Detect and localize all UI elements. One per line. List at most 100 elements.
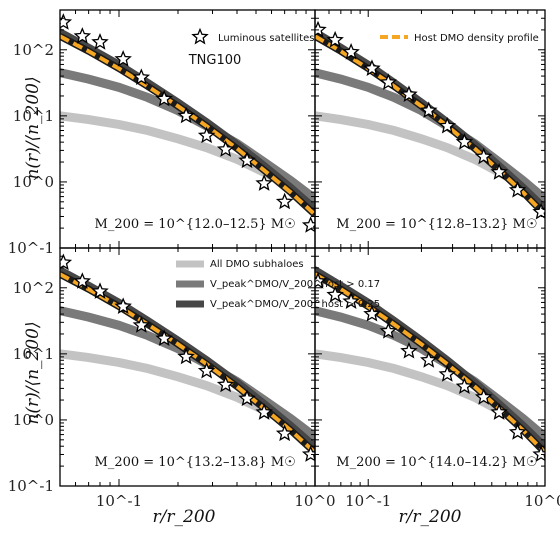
star-point xyxy=(532,445,545,462)
star-point xyxy=(342,292,360,309)
y-tick-label: 10^0 xyxy=(13,411,54,429)
y-tick-label: 10^1 xyxy=(13,107,54,125)
star-point xyxy=(275,424,294,442)
star-point xyxy=(420,101,438,119)
star-point xyxy=(216,375,235,393)
panel-ticks xyxy=(314,9,546,249)
panel-1: M_200 = 10^{12.0–12.5} M☉ 10^-1 10^0 10^1 10… xyxy=(8,9,316,257)
y-tick-label: 10^-1 xyxy=(8,239,54,257)
star-points xyxy=(60,13,315,233)
panel-ticks xyxy=(314,247,546,487)
star-point xyxy=(73,272,92,289)
x-tick-label: 10^-1 xyxy=(345,492,391,510)
star-point xyxy=(490,403,508,420)
tng100-label: TNG100 xyxy=(188,53,242,68)
legend-star-marker xyxy=(191,27,209,45)
curve-host-profile xyxy=(60,34,315,217)
panel-ticks xyxy=(59,247,316,487)
legend-label-025: V_peak^DMO/V_200^host > 0.25 xyxy=(210,299,380,310)
x-tick-label: 10^-1 xyxy=(96,492,142,510)
curve-host-profile xyxy=(315,272,545,455)
star-point xyxy=(326,30,344,48)
star-point xyxy=(155,89,173,107)
star-point xyxy=(400,341,418,359)
panel-4: M_200 = 10^{14.0–14.2} M☉ 10^-1 10^0 xyxy=(314,247,560,510)
panel-grid: M_200 = 10^{12.0–12.5} M☉ 10^-1 10^0 10^1 10… xyxy=(8,9,560,510)
star-point xyxy=(363,59,381,76)
star-point xyxy=(363,304,381,322)
star-point xyxy=(474,147,493,165)
curve-all-subhaloes xyxy=(60,349,315,442)
legend-luminous-satellites: Luminous satellites xyxy=(191,27,314,45)
legend-host-profile: Host DMO density profile xyxy=(380,33,539,44)
star-point xyxy=(438,116,457,134)
star-point xyxy=(508,423,527,440)
star-point xyxy=(301,445,315,462)
mass-range-label: M_200 = 10^{14.0–14.2} M☉ xyxy=(336,455,537,470)
star-points xyxy=(315,20,545,220)
star-point xyxy=(420,351,438,368)
star-point xyxy=(132,68,151,85)
curve-all-subhaloes xyxy=(315,349,545,442)
legend-label-host-profile: Host DMO density profile xyxy=(414,33,539,44)
star-point xyxy=(315,20,327,38)
x-axis-label-left: r/r_200 xyxy=(153,507,216,527)
panel-curves xyxy=(60,28,315,218)
y-tick-label: 10^0 xyxy=(13,173,54,191)
star-point xyxy=(216,140,235,157)
star-point xyxy=(60,13,73,30)
star-point xyxy=(275,192,294,210)
star-point xyxy=(379,322,398,339)
panel-curves xyxy=(315,266,545,456)
panel-frame xyxy=(314,9,546,249)
panel-labels: TNG100 xyxy=(188,53,242,68)
x-tick-label: 10^0 xyxy=(524,492,560,510)
legend-subhaloes: All DMO subhaloes V_peak^DMO/V_200^host … xyxy=(176,259,380,310)
legend-label-017: V_peak^DMO/V_200^host > 0.17 xyxy=(210,279,380,290)
mass-range-label: M_200 = 10^{12.8–13.2} M☉ xyxy=(336,217,537,232)
star-point xyxy=(155,329,173,347)
star-points xyxy=(60,253,315,462)
star-point xyxy=(60,253,73,271)
star-point xyxy=(508,180,527,198)
legend-label-all: All DMO subhaloes xyxy=(210,259,304,270)
y-tick-label: 10^1 xyxy=(13,345,54,363)
panel-2: M_200 = 10^{12.8–13.2} M☉ xyxy=(314,9,546,249)
legend-label-luminous-satellites: Luminous satellites xyxy=(218,33,314,44)
mass-range-label: M_200 = 10^{12.0–12.5} M☉ xyxy=(95,217,296,232)
mass-range-label: M_200 = 10^{13.2–13.8} M☉ xyxy=(95,455,296,470)
star-point xyxy=(238,151,256,169)
y-tick-label: 10^2 xyxy=(13,41,54,59)
star-point xyxy=(132,316,151,333)
x-axis-label-right: r/r_200 xyxy=(399,507,462,527)
star-point xyxy=(114,50,132,67)
star-point xyxy=(400,85,418,102)
y-tick-label: 10^-1 xyxy=(8,477,54,495)
star-point xyxy=(238,389,256,407)
star-point xyxy=(177,106,195,124)
curve-all-subhaloes xyxy=(60,111,315,204)
star-point xyxy=(474,388,493,405)
star-point xyxy=(91,282,109,299)
x-tick-label: 10^0 xyxy=(294,492,335,510)
curve-host-profile xyxy=(315,34,545,217)
y-tick-label: 10^2 xyxy=(13,279,54,297)
star-point xyxy=(455,377,474,394)
star-point xyxy=(255,174,273,191)
star-points xyxy=(315,272,545,462)
star-point xyxy=(114,297,132,314)
star-point xyxy=(197,126,216,144)
curve-all-subhaloes xyxy=(315,111,545,204)
star-point xyxy=(490,163,508,180)
star-point xyxy=(91,33,109,50)
star-point xyxy=(73,27,92,44)
y-axis-label-bottom: n(r)/⟨n_200⟩ xyxy=(23,321,43,424)
panel-frame xyxy=(314,247,546,487)
star-point xyxy=(342,42,360,60)
star-point xyxy=(315,272,327,289)
star-point xyxy=(438,365,457,382)
star-point xyxy=(379,73,398,90)
star-point xyxy=(326,285,344,303)
star-point xyxy=(177,347,195,365)
